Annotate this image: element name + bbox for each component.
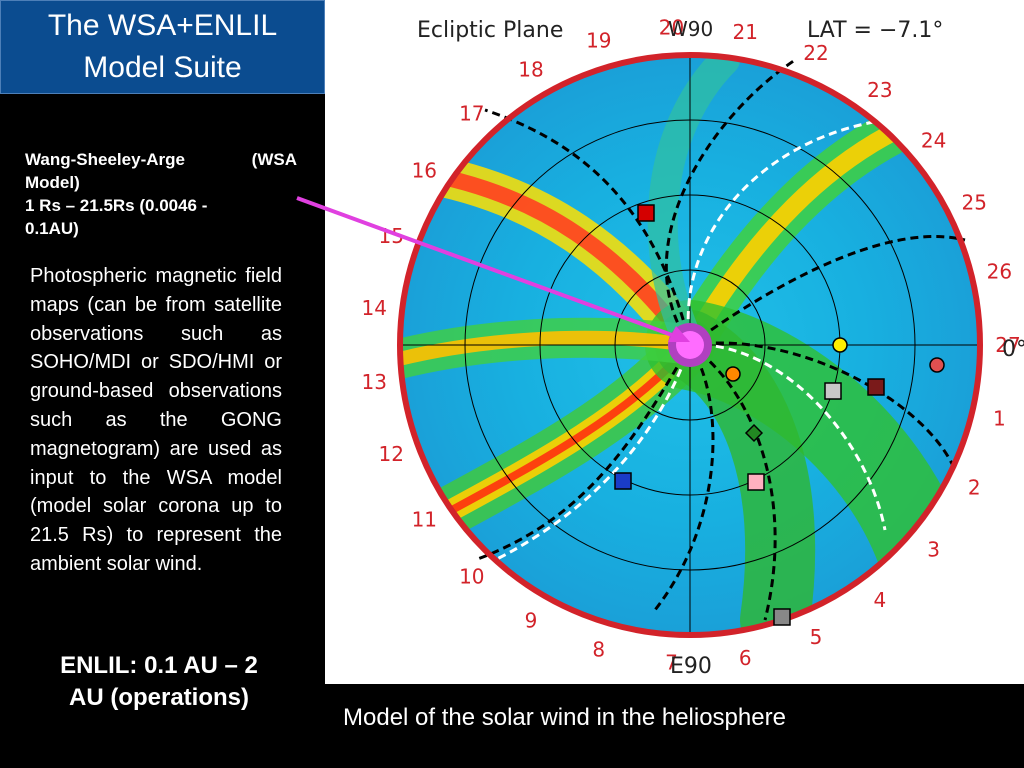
rim-circle [397,52,983,638]
spacecraft-marker-8 [747,473,765,491]
wsa-line-4: 0.1AU) [25,219,79,238]
enlil-description: ENLIL: 0.1 AU – 2 AU (operations) [20,650,298,714]
rim-number-8: 8 [592,638,605,662]
photospheric-text: Photospheric magnetic field maps (can be… [30,265,282,575]
solar-wind-figure: 1 2 3 4 5 6 7 8 9 10 11 12 13 14 15 16 17 18 19 20 21 22 23 24 2… [325,0,1024,684]
rim-number-12: 12 [378,442,403,466]
spacecraft-marker-5 [867,378,885,396]
rim-number-4: 4 [874,588,887,612]
rim-number-17: 17 [459,102,484,126]
rim-number-2: 2 [968,476,981,500]
wsa-line-1: Wang-Sheeley-Arge (WSA [25,148,297,171]
rim-number-14: 14 [361,296,386,320]
title-line-2: Model Suite [83,51,242,84]
title-line-1: The WSA+ENLIL [47,9,278,42]
rim-number-13: 13 [361,370,386,394]
spacecraft-marker-10 [773,608,791,626]
spacecraft-marker-7 [744,423,764,443]
spacecraft-marker-9 [614,472,632,490]
spacecraft-marker-1 [637,204,655,222]
rim-number-27: 27 [995,333,1020,357]
rim-number-15: 15 [378,224,403,248]
enlil-line-1: ENLIL: 0.1 AU – 2 [60,652,258,679]
rim-number-19: 19 [586,28,611,52]
wsa-line-2: Model) [25,173,80,192]
rim-number-26: 26 [987,260,1012,284]
rim-number-7: 7 [665,651,678,675]
plane-label: Ecliptic Plane [417,18,563,43]
enlil-line-2: AU (operations) [69,684,249,711]
rim-number-11: 11 [412,508,437,532]
rim-number-22: 22 [803,41,828,65]
spacecraft-marker-4 [824,382,842,400]
wsa-description: Wang-Sheeley-Arge (WSA Model) 1 Rs – 21.… [25,148,297,240]
spacecraft-marker-2 [832,337,848,353]
sun [668,323,712,367]
title-box: The WSA+ENLIL Model Suite [0,0,325,94]
right-marker-label: 0° [1002,337,1024,362]
rim-number-18: 18 [518,58,543,82]
lat-label: LAT = −7.1° [807,18,943,43]
field-lines [474,58,966,621]
rim-number-1: 1 [993,406,1006,430]
spacecraft-markers [614,204,945,626]
rim-number-16: 16 [412,158,437,182]
wsa-line-3: 1 Rs – 21.5Rs (0.0046 - [25,196,208,215]
spacecraft-marker-3 [725,366,741,382]
rim-number-24: 24 [921,129,946,153]
bottom-marker-label: E90 [670,654,712,679]
rim-number-20: 20 [659,16,684,40]
rim-number-6: 6 [739,646,752,670]
spacecraft-marker-6 [929,357,945,373]
figure-caption: Model of the solar wind in the heliosphe… [343,704,786,731]
top-marker-label: W90 [668,17,713,41]
rim-number-23: 23 [867,78,892,102]
wsa-line-1-left: Wang-Sheeley-Arge [25,150,185,169]
rim-number-5: 5 [810,625,823,649]
rim-number-10: 10 [459,564,484,588]
rim-number-9: 9 [525,608,538,632]
rim-number-21: 21 [732,20,757,44]
rim-number-25: 25 [961,190,986,214]
rim-number-3: 3 [927,537,940,561]
wsa-line-1-right: (WSA [251,150,297,169]
